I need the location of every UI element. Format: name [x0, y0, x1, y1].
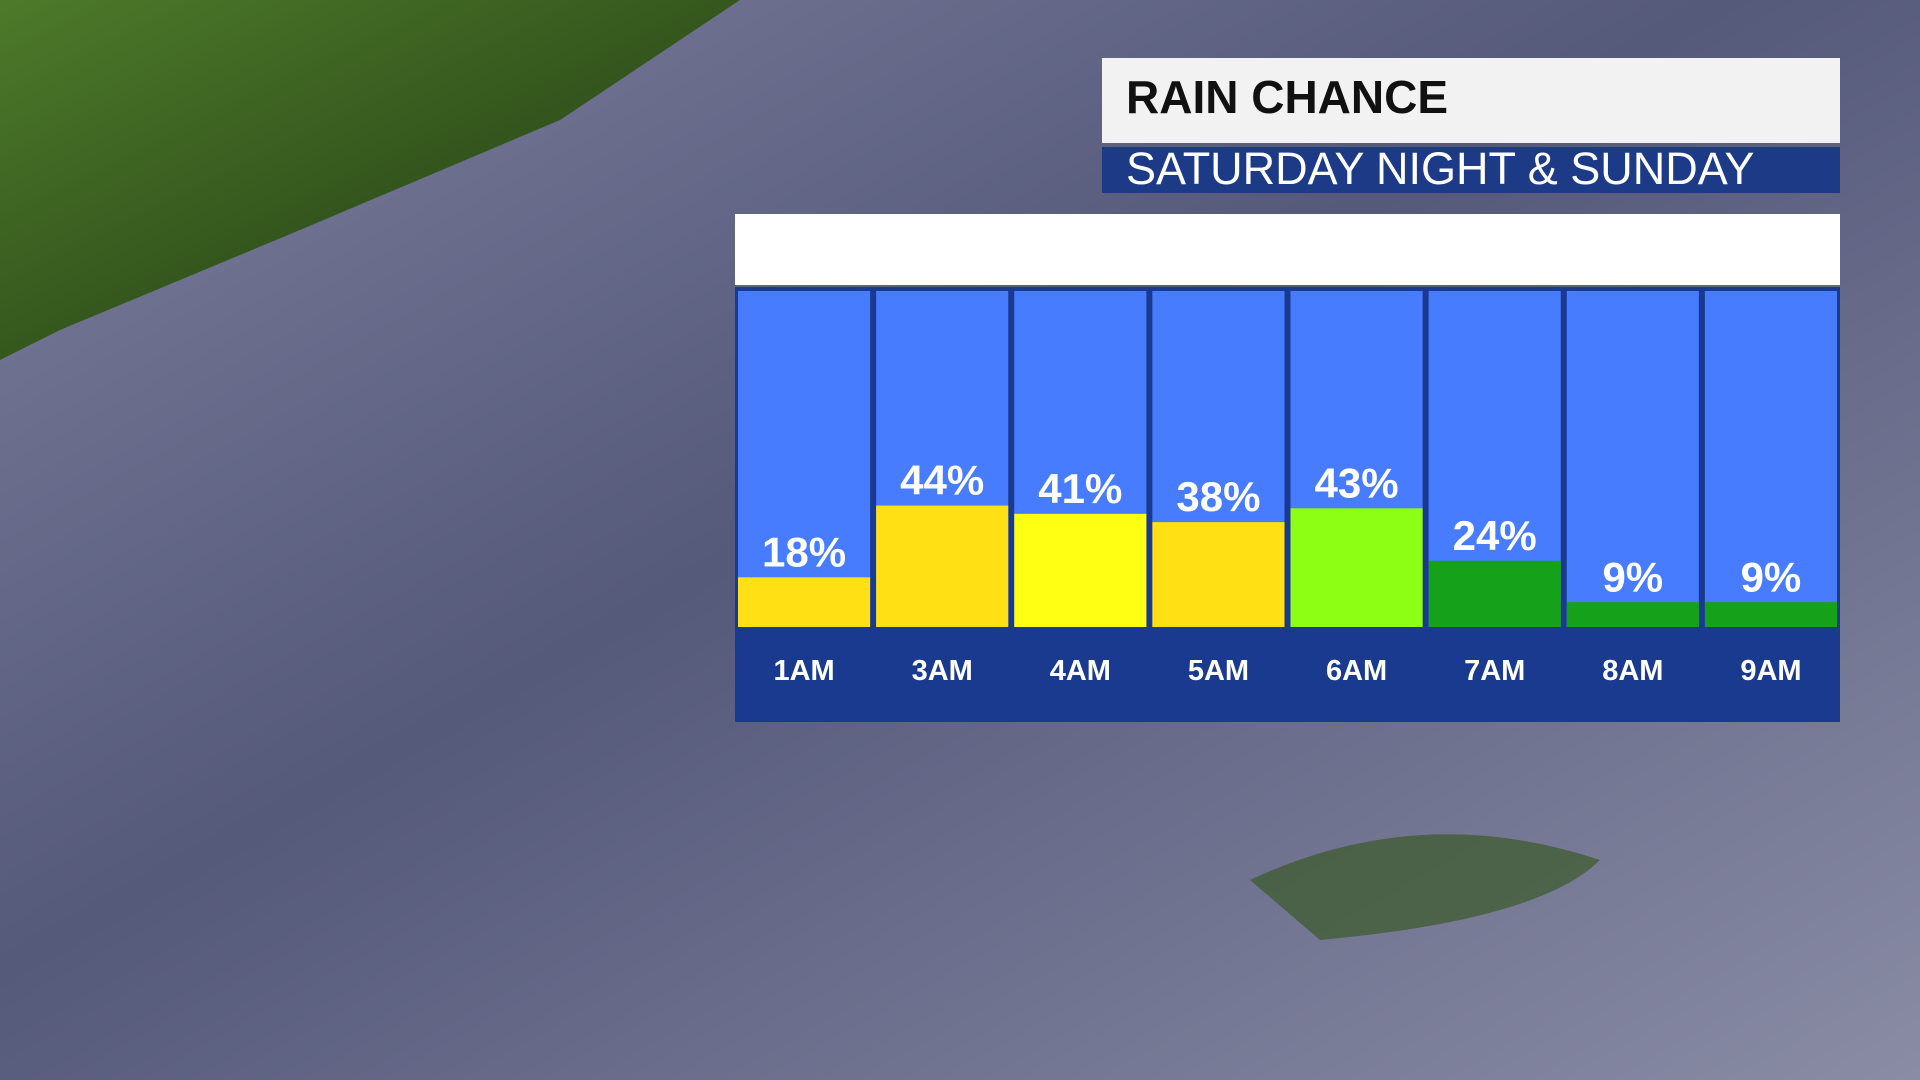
value-label: 43% [1315, 459, 1399, 506]
grass [0, 0, 740, 360]
x-tick-label: 6AM [1326, 655, 1387, 687]
columns: 18% 1AM 44% 3AM 41% 4AM 38% 5AM 43% 6AM 24% 7AM 9% 8A… [738, 291, 1837, 687]
bar [1428, 560, 1561, 627]
value-label: 9% [1741, 553, 1802, 600]
value-label: 38% [1176, 473, 1260, 520]
column-bg [1704, 291, 1837, 627]
chart-subtitle: SATURDAY NIGHT & SUNDAY [1126, 143, 1754, 194]
bar [1704, 602, 1837, 627]
column-bg [1566, 291, 1699, 627]
column-bg [738, 291, 871, 627]
header-strip [735, 214, 1840, 285]
value-label: 44% [900, 457, 984, 504]
chart-title: RAIN CHANCE [1126, 71, 1448, 123]
x-tick-label: 9AM [1740, 655, 1801, 687]
x-tick-label: 3AM [912, 655, 973, 687]
bar [1566, 602, 1699, 627]
bar [1290, 508, 1423, 627]
bar [1014, 513, 1147, 627]
bar [738, 577, 871, 627]
subtitle-box [1102, 147, 1840, 193]
bar [1152, 522, 1285, 627]
x-tick-label: 4AM [1050, 655, 1111, 687]
value-label: 24% [1453, 512, 1537, 559]
x-tick-label: 5AM [1188, 655, 1249, 687]
x-tick-label: 1AM [773, 655, 834, 687]
bar [876, 505, 1009, 627]
title-box [1102, 58, 1840, 143]
x-tick-label: 8AM [1602, 655, 1663, 687]
value-label: 9% [1602, 553, 1663, 600]
value-label: 41% [1038, 465, 1122, 512]
value-label: 18% [762, 528, 846, 575]
x-tick-label: 7AM [1464, 655, 1525, 687]
leaf [1250, 834, 1600, 940]
